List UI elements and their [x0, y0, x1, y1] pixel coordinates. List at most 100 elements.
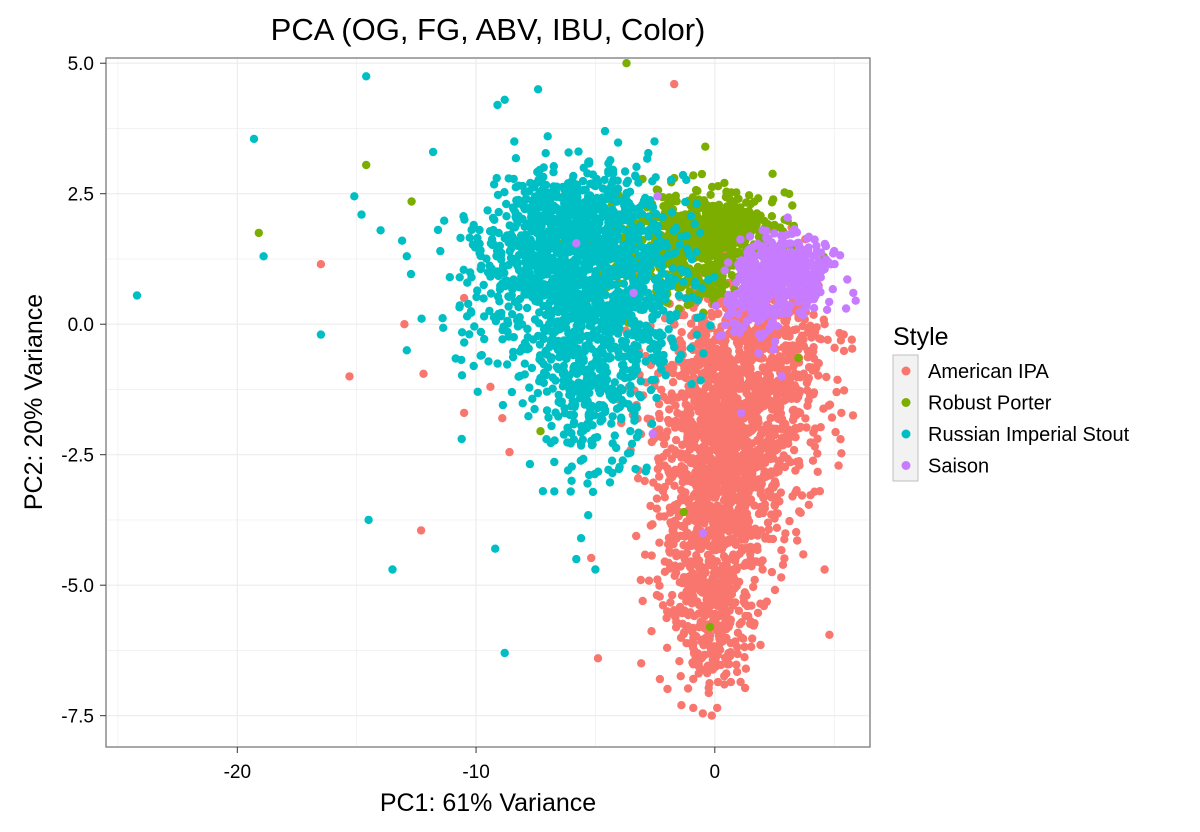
- point-russian-imperial-stout: [613, 329, 623, 338]
- point-american-ipa: [652, 504, 662, 513]
- point-robust-porter: [705, 223, 715, 233]
- point-russian-imperial-stout: [491, 317, 501, 326]
- point-american-ipa: [721, 355, 730, 364]
- point-russian-imperial-stout: [555, 208, 564, 217]
- point-russian-imperial-stout: [438, 314, 447, 323]
- point-american-ipa: [693, 561, 702, 570]
- point-robust-porter: [706, 190, 715, 199]
- point-american-ipa: [706, 609, 716, 618]
- point-american-ipa: [731, 429, 740, 438]
- point-russian-imperial-stout: [647, 353, 657, 362]
- point-russian-imperial-stout: [582, 286, 592, 295]
- point-russian-imperial-stout: [563, 423, 572, 432]
- point-american-ipa: [718, 561, 728, 571]
- point-american-ipa: [678, 478, 687, 487]
- point-american-ipa: [687, 534, 696, 543]
- point-american-ipa: [793, 536, 802, 545]
- point-russian-imperial-stout: [631, 464, 640, 474]
- point-robust-porter: [701, 142, 710, 151]
- point-american-ipa: [660, 461, 669, 470]
- point-russian-imperial-stout: [610, 431, 619, 440]
- point-russian-imperial-stout: [697, 312, 706, 321]
- point-american-ipa: [725, 577, 734, 586]
- point-american-ipa: [839, 346, 849, 356]
- point-russian-imperial-stout: [644, 212, 653, 221]
- point-russian-imperial-stout: [533, 388, 543, 398]
- point-russian-imperial-stout: [584, 511, 593, 520]
- point-american-ipa: [814, 371, 823, 380]
- point-russian-imperial-stout: [388, 565, 397, 574]
- point-american-ipa: [419, 369, 428, 378]
- point-russian-imperial-stout: [584, 159, 594, 168]
- point-american-ipa: [723, 399, 733, 409]
- point-russian-imperial-stout: [576, 365, 585, 374]
- point-american-ipa: [704, 688, 713, 698]
- point-russian-imperial-stout: [657, 269, 666, 279]
- point-russian-imperial-stout: [551, 408, 560, 417]
- point-american-ipa: [836, 435, 845, 444]
- point-robust-porter: [767, 198, 777, 207]
- point-russian-imperial-stout: [668, 264, 677, 273]
- point-american-ipa: [809, 310, 818, 319]
- point-russian-imperial-stout: [639, 196, 649, 205]
- point-russian-imperial-stout: [636, 221, 645, 231]
- point-american-ipa: [745, 328, 754, 337]
- point-russian-imperial-stout: [350, 192, 359, 201]
- point-american-ipa: [726, 566, 736, 576]
- point-american-ipa: [740, 653, 749, 662]
- point-robust-porter: [690, 237, 699, 246]
- point-american-ipa: [823, 335, 832, 344]
- point-american-ipa: [687, 426, 696, 435]
- point-american-ipa: [792, 527, 801, 537]
- point-russian-imperial-stout: [563, 466, 573, 475]
- point-american-ipa: [694, 609, 703, 618]
- point-russian-imperial-stout: [494, 207, 503, 217]
- point-american-ipa: [825, 630, 834, 639]
- point-russian-imperial-stout: [530, 404, 539, 414]
- point-american-ipa: [713, 703, 722, 713]
- point-american-ipa: [713, 677, 723, 687]
- point-american-ipa: [711, 386, 720, 395]
- point-russian-imperial-stout: [455, 301, 464, 310]
- point-russian-imperial-stout: [537, 357, 546, 366]
- point-american-ipa: [808, 456, 818, 465]
- point-american-ipa: [713, 465, 722, 475]
- point-russian-imperial-stout: [637, 267, 646, 277]
- point-russian-imperial-stout: [581, 244, 590, 253]
- point-american-ipa: [773, 445, 782, 454]
- point-american-ipa: [690, 391, 699, 401]
- point-american-ipa: [671, 612, 680, 622]
- point-american-ipa: [732, 562, 742, 572]
- point-russian-imperial-stout: [509, 333, 518, 342]
- point-russian-imperial-stout: [565, 410, 574, 420]
- point-russian-imperial-stout: [623, 211, 633, 220]
- point-american-ipa: [780, 554, 789, 563]
- point-russian-imperial-stout: [539, 334, 549, 344]
- point-russian-imperial-stout: [693, 296, 703, 305]
- point-american-ipa: [731, 637, 740, 646]
- point-russian-imperial-stout: [527, 208, 536, 218]
- point-russian-imperial-stout: [667, 208, 677, 217]
- point-american-ipa: [799, 550, 808, 559]
- point-american-ipa: [832, 387, 841, 397]
- point-american-ipa: [689, 674, 698, 684]
- point-russian-imperial-stout: [597, 258, 606, 267]
- point-russian-imperial-stout: [651, 173, 660, 182]
- point-russian-imperial-stout: [692, 330, 702, 339]
- point-american-ipa: [685, 404, 695, 413]
- point-russian-imperial-stout: [573, 193, 582, 202]
- point-american-ipa: [692, 551, 701, 560]
- point-american-ipa: [696, 494, 705, 504]
- point-american-ipa: [813, 434, 822, 443]
- point-russian-imperial-stout: [538, 487, 548, 496]
- point-russian-imperial-stout: [621, 337, 631, 346]
- point-american-ipa: [400, 320, 409, 329]
- point-russian-imperial-stout: [572, 554, 581, 564]
- point-russian-imperial-stout: [696, 228, 705, 237]
- point-american-ipa: [768, 534, 778, 544]
- point-american-ipa: [701, 487, 711, 497]
- point-american-ipa: [801, 414, 810, 423]
- chart-title: PCA (OG, FG, ABV, IBU, Color): [271, 12, 706, 47]
- point-american-ipa: [782, 395, 791, 404]
- point-robust-porter: [770, 220, 779, 230]
